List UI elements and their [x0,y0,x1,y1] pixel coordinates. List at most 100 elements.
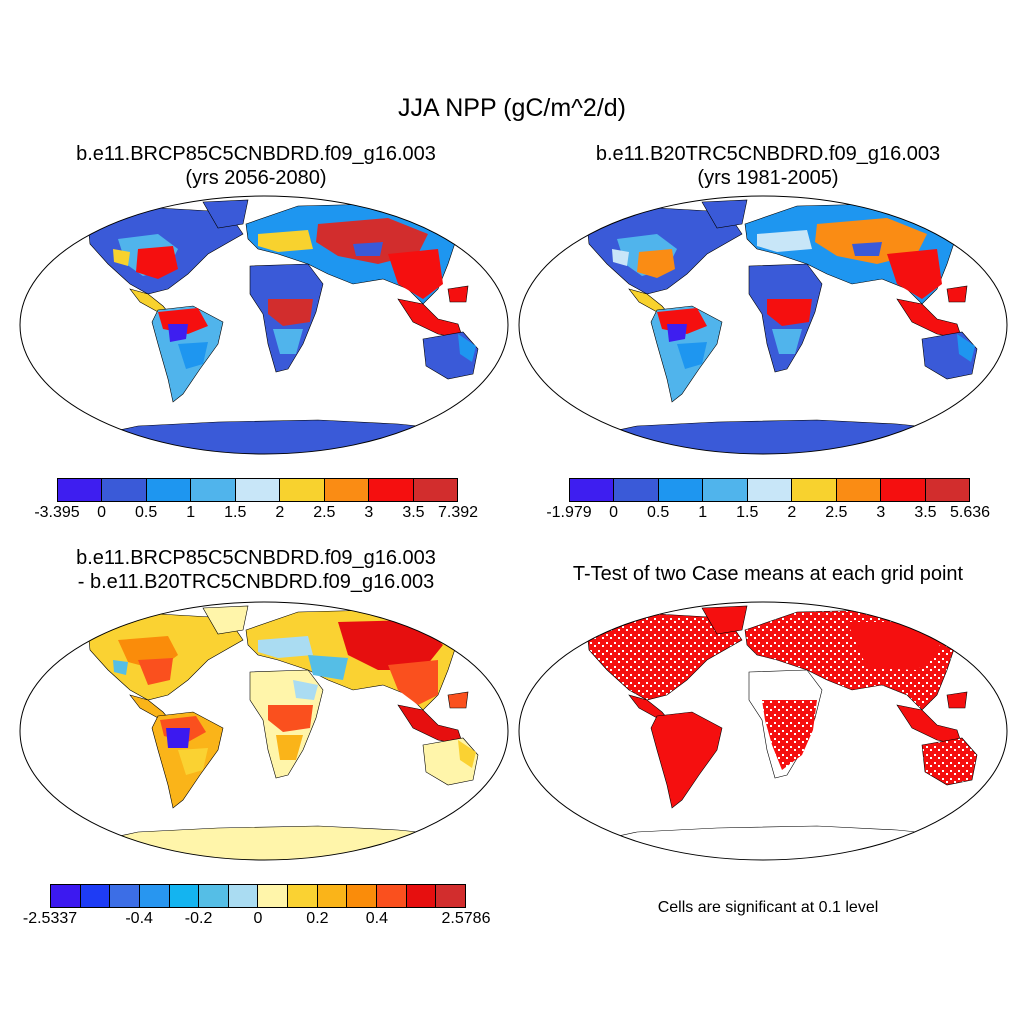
colorbar-swatch [317,885,348,907]
colorbar-tick-label: 1.5 [224,504,247,521]
colorbar-hist [569,478,970,502]
panel-ttest-title: T-Test of two Case means at each grid po… [512,562,1024,586]
colorbar-tick-label: 0.5 [646,504,670,521]
panel-rcp85-years: (yrs 2056-2080) [185,167,327,189]
panel-diff-case-a: b.e11.BRCP85C5CNBDRD.f09_g16.003 [76,547,436,569]
map-border [518,601,1008,861]
colorbar-swatch [169,885,200,907]
land-maritime-asia [896,285,968,340]
colorbar-swatch [139,885,170,907]
significance-note: Cells are significant at 0.1 level [657,899,879,916]
colorbar-rcp85 [57,478,458,502]
colorbar-tick-label: 2.5 [313,504,336,521]
land-north-america [586,207,743,295]
colorbar-tick-label: 5.636 [949,504,991,521]
main-title: JJA NPP (gC/m^2/d) [397,94,626,122]
colorbar-tick-label: 3 [876,504,886,521]
colorbar-tick-label: 3.5 [914,504,937,521]
colorbar-tick-label: 0.5 [134,504,158,521]
land-greenland [202,199,249,229]
panel-rcp85-title: b.e11.BRCP85C5CNBDRD.f09_g16.003 (yrs 20… [0,142,512,190]
map-rcp85-npp [19,195,509,455]
panel-hist-case: b.e11.B20TRC5CNBDRD.f09_g16.003 [595,143,941,165]
colorbar-swatch [413,479,457,501]
land-south-america [151,305,224,403]
land-australia [422,737,479,786]
land-africa [748,669,823,779]
colorbar-swatch [377,885,407,907]
land-north-america [87,613,244,701]
land-north-america [87,207,244,295]
land-africa [748,263,823,373]
land-south-america [151,711,224,809]
colorbar-tick-label: 2 [787,504,797,521]
map-border [19,195,509,455]
colorbar-swatch [288,885,318,907]
colorbar-tick-label: 1 [186,504,196,521]
colorbar-swatch [747,479,793,501]
land-greenland [202,605,249,635]
colorbar-tick-label: 0.2 [306,910,329,927]
colorbar-swatch [925,479,969,501]
map-hist-npp [518,195,1008,455]
colorbar-tick-label: 0 [97,504,106,521]
colorbar-swatch [258,885,289,907]
colorbar-swatch [836,479,882,501]
colorbar-tick-label: 3 [364,504,374,521]
land-australia [422,331,479,380]
land-eurasia [245,203,459,305]
colorbar-tick-label: 3.5 [402,504,425,521]
map-border [518,195,1008,455]
colorbar-tick-label: 2.5 [825,504,848,521]
colorbar-swatch [436,885,465,907]
land-eurasia [744,203,958,305]
colorbar-swatch [570,479,615,501]
land-africa [249,263,324,373]
colorbar-tick-label: -0.2 [184,910,213,927]
map-border [19,601,509,861]
colorbar-swatch [199,885,229,907]
panel-diff-case-b: - b.e11.B20TRC5CNBDRD.f09_g16.003 [77,571,435,593]
land-australia [921,331,978,380]
land-maritime-asia [397,691,469,746]
colorbar-swatch [614,479,659,501]
colorbar-tick-label: 2 [275,504,285,521]
colorbar-swatch [280,479,325,501]
panel-hist-years: (yrs 1981-2005) [697,167,839,189]
colorbar-tick-label: 0.4 [365,910,388,927]
colorbar-tick-label: 0 [609,504,618,521]
colorbar-swatch [80,885,111,907]
colorbar-swatch [703,479,748,501]
colorbar-tick-label: 1.5 [736,504,759,521]
land-south-america [650,305,723,403]
colorbar-tick-label: -0.4 [125,910,153,927]
panel-hist-title: b.e11.B20TRC5CNBDRD.f09_g16.003 (yrs 198… [512,142,1024,190]
colorbar-tick-label: -2.5337 [22,910,78,927]
colorbar-swatch [51,885,81,907]
colorbar-swatch [228,885,259,907]
colorbar-swatch [102,479,147,501]
panel-diff-title: b.e11.BRCP85C5CNBDRD.f09_g16.003 - b.e11… [0,546,512,594]
colorbar-tick-label: 1 [698,504,708,521]
map-diff-npp [19,601,509,861]
colorbar-tick-label: -3.395 [34,504,80,521]
land-south-america [650,711,723,809]
colorbar-swatch [369,479,414,501]
land-eurasia [245,609,459,711]
colorbar-swatch [347,885,378,907]
panel-rcp85-case: b.e11.BRCP85C5CNBDRD.f09_g16.003 [76,143,436,165]
colorbar-tick-label: 2.5786 [441,910,491,927]
colorbar-swatch [146,479,192,501]
colorbar-swatch [110,885,140,907]
colorbar-swatch [235,479,281,501]
map-ttest-significance [518,601,1008,861]
colorbar-swatch [191,479,236,501]
panel-ttest-heading: T-Test of two Case means at each grid po… [572,563,964,585]
land-australia [921,737,978,786]
land-greenland [701,605,748,635]
colorbar-swatch [406,885,437,907]
land-maritime-asia [896,691,968,746]
colorbar-swatch [324,479,370,501]
colorbar-swatch [658,479,704,501]
colorbar-swatch [881,479,926,501]
